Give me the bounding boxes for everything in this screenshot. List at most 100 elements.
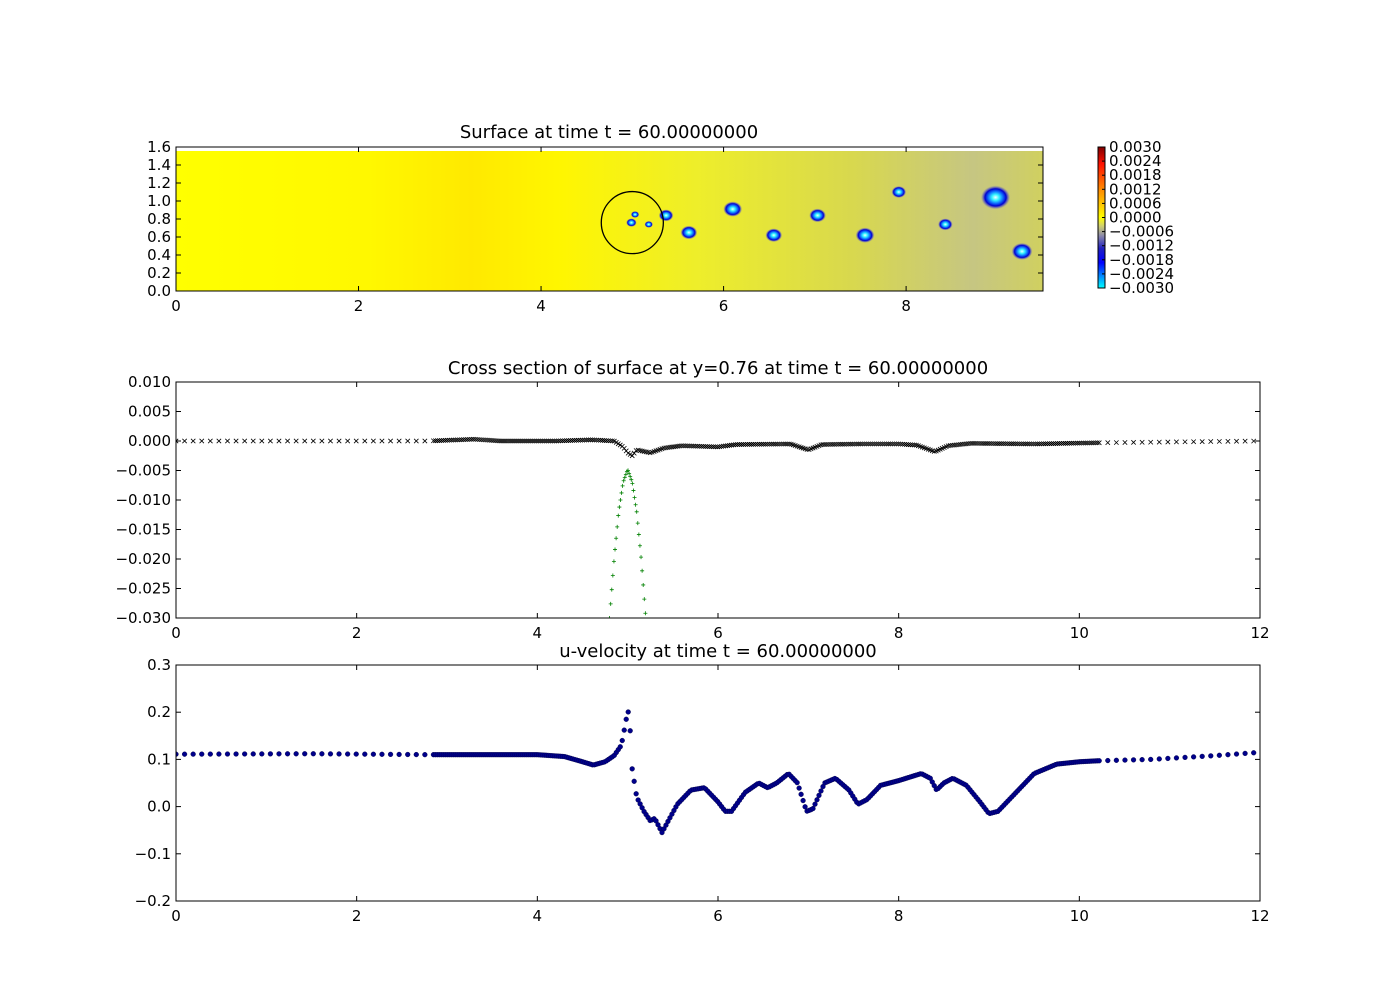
surface-cross-point bbox=[766, 441, 772, 447]
surface-cross-point bbox=[957, 442, 963, 447]
u-velocity-point bbox=[405, 751, 411, 758]
surface-cross-point bbox=[556, 438, 562, 444]
surface-cross-point bbox=[276, 438, 282, 444]
u-velocity-point bbox=[250, 751, 256, 757]
colorbar-tick-label: −0.0012 bbox=[1109, 237, 1174, 255]
u-velocity-point bbox=[1130, 757, 1137, 763]
y-tick-label: 0.2 bbox=[147, 264, 171, 282]
surface-cross-point bbox=[892, 441, 897, 447]
surface-cross-point bbox=[621, 445, 627, 451]
surface-cross-point bbox=[1035, 441, 1041, 447]
surface-cross-point bbox=[872, 441, 878, 447]
vortex-blob bbox=[891, 186, 907, 198]
surface-cross-point bbox=[480, 437, 486, 443]
surface-cross-point bbox=[1007, 441, 1013, 447]
surface-cross-point bbox=[983, 441, 989, 446]
surface-cross-point bbox=[1056, 440, 1062, 446]
surface-cross-point bbox=[597, 437, 603, 443]
surface-cross-point bbox=[585, 437, 591, 443]
obstacle-profile-point bbox=[616, 513, 621, 518]
surface-cross-point bbox=[884, 441, 890, 447]
surface-cross-point bbox=[897, 441, 903, 447]
obstacle-profile-point bbox=[608, 601, 613, 606]
u-velocity-point bbox=[816, 792, 822, 798]
surface-cross-point bbox=[878, 441, 884, 447]
surface-cross-point bbox=[949, 442, 955, 448]
surface-cross-point bbox=[707, 444, 713, 450]
surface-cross-point bbox=[991, 441, 997, 447]
surface-cross-point bbox=[496, 438, 502, 444]
cross-section-panel: Cross section of surface at y=0.76 at ti… bbox=[115, 358, 1269, 642]
colorbar-ticks: 0.00300.00240.00180.00120.00060.0000−0.0… bbox=[1102, 138, 1174, 297]
surface-cross-point bbox=[548, 438, 554, 444]
x-tick-label: 6 bbox=[713, 907, 723, 925]
surface-cross-point bbox=[981, 440, 987, 446]
surface-cross-point bbox=[836, 441, 842, 447]
surface-cross-point bbox=[1058, 440, 1064, 446]
y-tick-label: 0.2 bbox=[147, 703, 171, 721]
vortex-blob bbox=[723, 201, 743, 217]
surface-cross-point bbox=[498, 438, 504, 444]
x-tick-label: 0 bbox=[171, 624, 181, 642]
surface-cross-point bbox=[362, 438, 368, 444]
obstacle-profile-point bbox=[634, 509, 639, 514]
surface-heatmap-title: Surface at time t = 60.00000000 bbox=[460, 122, 758, 143]
surface-cross-point bbox=[894, 441, 899, 447]
u-velocity-point bbox=[794, 780, 800, 786]
u-velocity-point bbox=[370, 751, 376, 757]
x-tick-label: 4 bbox=[533, 907, 543, 925]
surface-cross-point bbox=[432, 438, 438, 444]
surface-cross-point bbox=[468, 436, 474, 442]
surface-cross-point bbox=[864, 441, 870, 447]
colorbar-tick-label: −0.0030 bbox=[1109, 279, 1174, 297]
vortex-layer bbox=[626, 185, 1033, 260]
obstacle-profile-point bbox=[640, 568, 645, 573]
surface-cross-point bbox=[1074, 440, 1080, 446]
y-tick-label: 0.1 bbox=[147, 750, 171, 768]
surface-cross-point bbox=[826, 441, 832, 447]
surface-cross-point bbox=[570, 437, 576, 443]
surface-cross-point bbox=[880, 441, 886, 447]
surface-cross-point bbox=[901, 441, 907, 447]
surface-cross-point bbox=[1029, 441, 1035, 447]
surface-cross-point bbox=[446, 437, 452, 443]
surface-cross-point bbox=[727, 442, 733, 448]
surface-cross-point bbox=[661, 445, 667, 451]
surface-cross-point bbox=[327, 438, 333, 444]
surface-cross-point bbox=[1086, 440, 1092, 446]
vortex-blob bbox=[1011, 242, 1033, 260]
surface-cross-point bbox=[454, 437, 460, 443]
surface-cross-point bbox=[462, 437, 468, 443]
surface-cross-point bbox=[534, 438, 540, 444]
surface-cross-point bbox=[558, 438, 564, 444]
surface-cross-point bbox=[874, 441, 880, 447]
surface-cross-point bbox=[965, 441, 971, 447]
surface-cross-point bbox=[1019, 441, 1025, 447]
surface-cross-point bbox=[609, 438, 615, 444]
surface-cross-point bbox=[947, 443, 953, 449]
obstacle-profile-point bbox=[611, 559, 616, 564]
u-velocity-point bbox=[1096, 758, 1102, 764]
u-velocity-point bbox=[627, 728, 633, 734]
surface-cross-point bbox=[679, 443, 685, 449]
y-tick-label: 0.6 bbox=[147, 228, 171, 246]
surface-cross-point bbox=[1001, 441, 1007, 447]
surface-cross-point bbox=[1078, 440, 1084, 446]
surface-cross-point bbox=[1033, 441, 1039, 447]
surface-cross-point bbox=[1096, 440, 1102, 446]
surface-cross-point bbox=[842, 441, 848, 447]
surface-cross-point bbox=[967, 440, 973, 446]
surface-cross-point bbox=[514, 438, 520, 444]
surface-cross-point bbox=[675, 443, 681, 449]
u-velocity-point bbox=[633, 791, 639, 797]
surface-cross-point bbox=[782, 441, 788, 447]
surface-cross-point bbox=[1013, 441, 1019, 447]
surface-cross-point bbox=[858, 441, 864, 447]
u-velocity-point bbox=[1122, 757, 1128, 763]
surface-cross-point bbox=[242, 438, 248, 444]
surface-cross-point bbox=[1113, 440, 1119, 446]
surface-cross-point bbox=[899, 441, 905, 447]
u-velocity-point bbox=[812, 801, 818, 807]
u-velocity-point bbox=[387, 751, 394, 757]
surface-cross-point bbox=[663, 445, 669, 451]
